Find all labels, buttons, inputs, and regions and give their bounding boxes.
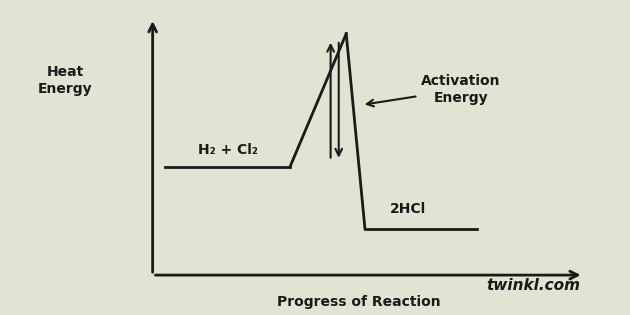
- Text: H₂ + Cl₂: H₂ + Cl₂: [198, 144, 258, 158]
- Text: Progress of Reaction: Progress of Reaction: [277, 295, 440, 309]
- Text: 2HCl: 2HCl: [390, 202, 426, 216]
- Text: Activation
Energy: Activation Energy: [367, 74, 501, 106]
- Text: twinkl.com: twinkl.com: [486, 278, 580, 293]
- Text: Heat
Energy: Heat Energy: [38, 65, 93, 96]
